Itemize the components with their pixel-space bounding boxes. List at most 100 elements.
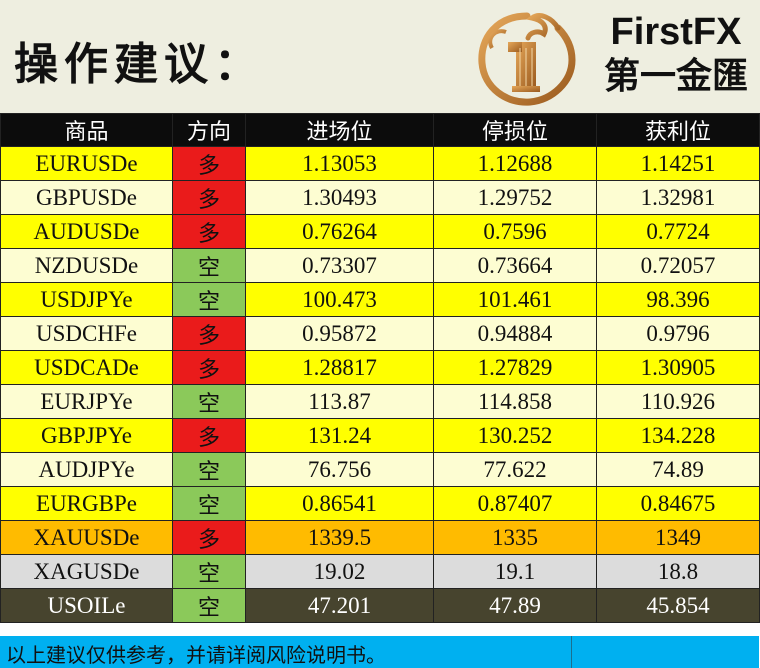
- table-row: AUDJPYe 空 76.756 77.622 74.89: [0, 452, 760, 487]
- symbol-cell: EURUSDe: [0, 146, 173, 181]
- stop-cell: 0.94884: [433, 316, 597, 351]
- symbol-cell: XAUUSDe: [0, 520, 173, 555]
- column-header-direction: 方向: [172, 113, 246, 147]
- disclaimer-bar: 以上建议仅供参考，并请详阅风险说明书。: [0, 636, 759, 668]
- page-title: 操作建议：: [14, 39, 264, 90]
- column-header-stop: 停损位: [433, 113, 597, 147]
- entry-cell: 47.201: [245, 588, 434, 623]
- table-row: EURJPYe 空 113.87 114.858 110.926: [0, 384, 760, 419]
- entry-cell: 0.73307: [245, 248, 434, 283]
- footer-divider: [571, 636, 572, 668]
- target-cell: 1.30905: [596, 350, 760, 385]
- entry-cell: 19.02: [245, 554, 434, 589]
- symbol-cell: USDCHFe: [0, 316, 173, 351]
- table-row: EURUSDe 多 1.13053 1.12688 1.14251: [0, 146, 760, 181]
- target-cell: 1349: [596, 520, 760, 555]
- table-row: AUDUSDe 多 0.76264 0.7596 0.7724: [0, 214, 760, 249]
- stop-cell: 19.1: [433, 554, 597, 589]
- symbol-cell: AUDJPYe: [0, 452, 173, 487]
- target-cell: 0.72057: [596, 248, 760, 283]
- symbol-cell: EURGBPe: [0, 486, 173, 521]
- stop-cell: 114.858: [433, 384, 597, 419]
- direction-cell: 多: [172, 520, 246, 555]
- stop-cell: 0.87407: [433, 486, 597, 521]
- entry-cell: 0.95872: [245, 316, 434, 351]
- symbol-cell: EURJPYe: [0, 384, 173, 419]
- stop-cell: 101.461: [433, 282, 597, 317]
- symbol-cell: GBPJPYe: [0, 418, 173, 453]
- entry-cell: 1339.5: [245, 520, 434, 555]
- target-cell: 18.8: [596, 554, 760, 589]
- direction-cell: 多: [172, 146, 246, 181]
- target-cell: 1.32981: [596, 180, 760, 215]
- table-row: EURGBPe 空 0.86541 0.87407 0.84675: [0, 486, 760, 521]
- direction-cell: 空: [172, 384, 246, 419]
- symbol-cell: USOILe: [0, 588, 173, 623]
- direction-cell: 多: [172, 180, 246, 215]
- direction-cell: 多: [172, 418, 246, 453]
- target-cell: 98.396: [596, 282, 760, 317]
- header-banner: 操作建议： FirstFX 第一金匯: [0, 0, 760, 114]
- entry-cell: 1.30493: [245, 180, 434, 215]
- brand-name-cn: 第一金匯: [603, 56, 748, 97]
- symbol-cell: AUDUSDe: [0, 214, 173, 249]
- stop-cell: 1.29752: [433, 180, 597, 215]
- direction-cell: 多: [172, 350, 246, 385]
- column-header-target: 获利位: [596, 113, 760, 147]
- symbol-cell: NZDUSDe: [0, 248, 173, 283]
- entry-cell: 0.86541: [245, 486, 434, 521]
- entry-cell: 0.76264: [245, 214, 434, 249]
- direction-cell: 空: [172, 248, 246, 283]
- table-row: NZDUSDe 空 0.73307 0.73664 0.72057: [0, 248, 760, 283]
- stop-cell: 0.7596: [433, 214, 597, 249]
- entry-cell: 113.87: [245, 384, 434, 419]
- stop-cell: 1335: [433, 520, 597, 555]
- table-row: XAUUSDe 多 1339.5 1335 1349: [0, 520, 760, 555]
- target-cell: 110.926: [596, 384, 760, 419]
- table-row: GBPJPYe 多 131.24 130.252 134.228: [0, 418, 760, 453]
- target-cell: 0.84675: [596, 486, 760, 521]
- column-header-product: 商品: [0, 113, 173, 147]
- target-cell: 134.228: [596, 418, 760, 453]
- direction-cell: 多: [172, 316, 246, 351]
- direction-cell: 空: [172, 554, 246, 589]
- entry-cell: 131.24: [245, 418, 434, 453]
- table-row: USDCADe 多 1.28817 1.27829 1.30905: [0, 350, 760, 385]
- direction-cell: 空: [172, 588, 246, 623]
- symbol-cell: XAGUSDe: [0, 554, 173, 589]
- table-row: XAGUSDe 空 19.02 19.1 18.8: [0, 554, 760, 589]
- column-header-entry: 进场位: [245, 113, 434, 147]
- target-cell: 45.854: [596, 588, 760, 623]
- direction-cell: 多: [172, 214, 246, 249]
- target-cell: 0.9796: [596, 316, 760, 351]
- disclaimer-text: 以上建议仅供参考，并请详阅风险说明书。: [6, 643, 386, 667]
- direction-cell: 空: [172, 452, 246, 487]
- stop-cell: 1.27829: [433, 350, 597, 385]
- stop-cell: 1.12688: [433, 146, 597, 181]
- entry-cell: 1.28817: [245, 350, 434, 385]
- table-row: USDCHFe 多 0.95872 0.94884 0.9796: [0, 316, 760, 351]
- entry-cell: 1.13053: [245, 146, 434, 181]
- direction-cell: 空: [172, 486, 246, 521]
- symbol-cell: GBPUSDe: [0, 180, 173, 215]
- entry-cell: 76.756: [245, 452, 434, 487]
- trade-table: 商品 方向 进场位 停损位 获利位 EURUSDe 多 1.13053 1.12…: [0, 113, 760, 623]
- stop-cell: 130.252: [433, 418, 597, 453]
- table-row: GBPUSDe 多 1.30493 1.29752 1.32981: [0, 180, 760, 215]
- table-row: USOILe 空 47.201 47.89 45.854: [0, 588, 760, 623]
- target-cell: 1.14251: [596, 146, 760, 181]
- table-header-row: 商品 方向 进场位 停损位 获利位: [0, 113, 760, 147]
- target-cell: 0.7724: [596, 214, 760, 249]
- brand-name-en: FirstFX: [610, 11, 742, 53]
- stop-cell: 0.73664: [433, 248, 597, 283]
- symbol-cell: USDCADe: [0, 350, 173, 385]
- stop-cell: 77.622: [433, 452, 597, 487]
- symbol-cell: USDJPYe: [0, 282, 173, 317]
- direction-cell: 空: [172, 282, 246, 317]
- brand-logo: FirstFX 第一金匯: [598, 10, 754, 100]
- table-row: USDJPYe 空 100.473 101.461 98.396: [0, 282, 760, 317]
- target-cell: 74.89: [596, 452, 760, 487]
- entry-cell: 100.473: [245, 282, 434, 317]
- stop-cell: 47.89: [433, 588, 597, 623]
